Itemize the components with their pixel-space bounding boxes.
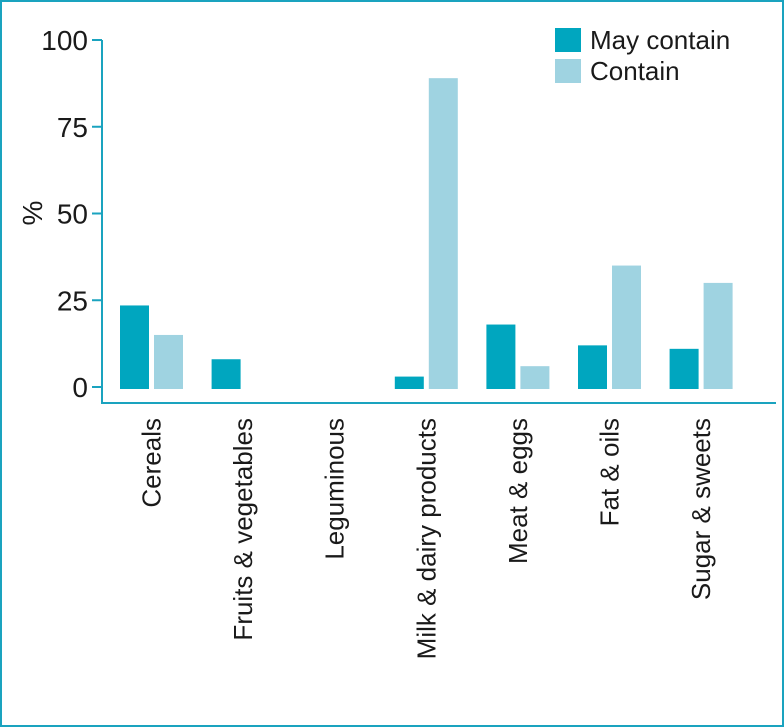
y-tick-label: 100 <box>41 25 88 56</box>
bar-may-contain-4 <box>486 324 516 389</box>
y-axis: 0 25 50 75 100 <box>41 25 103 404</box>
y-tick-label: 25 <box>57 285 88 316</box>
bar-contain-5 <box>612 265 641 389</box>
bar-contain-6 <box>703 282 733 389</box>
category-labels: Cereals Fruits & vegetables Leguminous Milk… <box>137 418 717 659</box>
bar-may-contain-0 <box>120 305 149 389</box>
legend-swatch <box>555 28 581 52</box>
bar-contain-0 <box>154 334 183 389</box>
bar-may-contain-3 <box>394 376 424 389</box>
category-label: Meat & eggs <box>503 418 533 564</box>
category-label: Fat & oils <box>595 418 625 526</box>
category-label: Sugar & sweets <box>686 418 716 600</box>
legend-swatch <box>555 59 581 83</box>
bar-contain-3 <box>428 78 458 390</box>
bar-may-contain-1 <box>211 359 241 389</box>
category-label: Leguminous <box>320 418 350 560</box>
category-label: Cereals <box>137 418 167 508</box>
bar-may-contain-6 <box>669 348 699 389</box>
category-label: Milk & dairy products <box>411 418 441 659</box>
legend-label: May contain <box>590 25 730 55</box>
bar-contain-4 <box>520 366 550 389</box>
y-tick-label: 50 <box>57 199 88 230</box>
category-label: Fruits & vegetables <box>228 418 258 641</box>
bars <box>120 78 733 390</box>
y-axis-title: % <box>17 201 48 226</box>
y-tick-label: 75 <box>57 112 88 143</box>
y-tick-label: 0 <box>72 372 88 403</box>
bar-may-contain-5 <box>578 345 607 389</box>
legend-label: Contain <box>590 56 680 86</box>
